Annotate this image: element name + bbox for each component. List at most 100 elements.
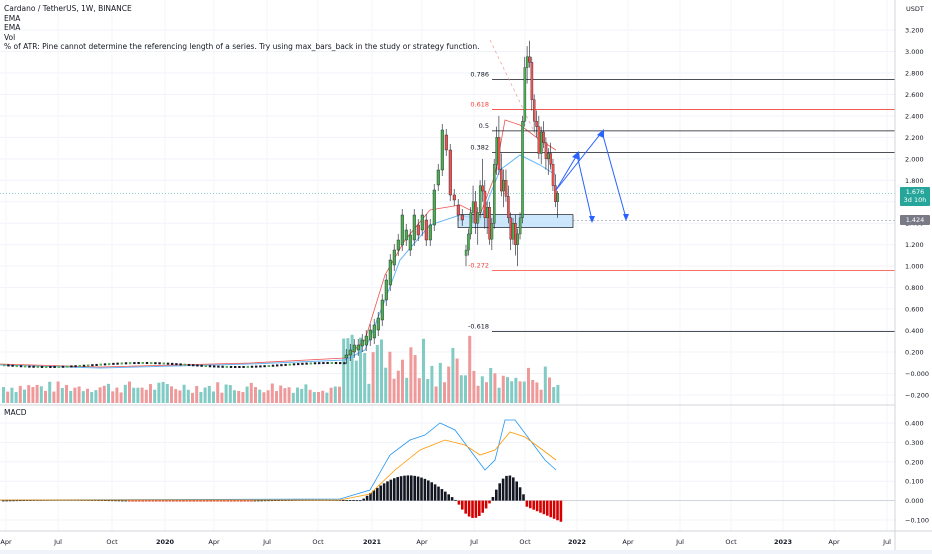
- candle-flat: [82, 364, 86, 367]
- macd-histogram-bar: [165, 500, 168, 502]
- volume-bar: [468, 335, 472, 403]
- candle-body: [502, 180, 505, 192]
- candle-body: [456, 204, 460, 216]
- time-tick-label: Jul: [675, 538, 684, 546]
- volume-indicator[interactable]: Vol: [4, 32, 16, 42]
- volume-bar: [6, 391, 10, 403]
- volume-bar: [514, 377, 518, 403]
- candle-body: [392, 249, 396, 266]
- macd-histogram-bar: [212, 500, 216, 502]
- volume-bar: [157, 382, 161, 403]
- volume-bar: [65, 384, 68, 403]
- ema-indicator-1[interactable]: EMA: [4, 13, 21, 23]
- macd-histogram-bar: [433, 484, 437, 501]
- ema-indicator-2[interactable]: EMA: [4, 23, 21, 32]
- volume-bar: [212, 391, 215, 403]
- macd-histogram-bar: [144, 500, 148, 502]
- volume-bar: [115, 387, 119, 403]
- price-tick-label: 1.000: [905, 263, 924, 271]
- macd-histogram-bar: [32, 500, 36, 501]
- macd-histogram-bar: [131, 500, 134, 502]
- volume-bar: [279, 385, 283, 403]
- macd-histogram-bar: [121, 500, 124, 502]
- volume-bar: [237, 390, 241, 403]
- candle-body: [400, 214, 404, 246]
- candle-body: [511, 223, 515, 240]
- macd-histogram-bar: [178, 500, 182, 502]
- macd-histogram-bar: [399, 476, 403, 501]
- macd-histogram-bar: [420, 477, 423, 501]
- candle-flat: [200, 364, 203, 367]
- price-tick-label: 2.600: [905, 91, 924, 99]
- macd-histogram-bar: [457, 500, 461, 505]
- volume-bar: [367, 383, 371, 403]
- volume-bar: [174, 389, 178, 403]
- candle-body: [436, 169, 440, 186]
- volume-bar: [186, 389, 190, 403]
- volume-bar: [472, 370, 476, 403]
- macd-histogram-bar: [467, 500, 471, 517]
- candle-flat: [339, 362, 342, 365]
- macd-histogram-bar: [447, 494, 450, 501]
- candle-flat: [78, 364, 81, 367]
- ema-line: [0, 154, 557, 369]
- candle-flat: [66, 365, 69, 368]
- candle-body: [540, 131, 543, 154]
- candle-flat: [229, 365, 233, 368]
- macd-line: [0, 419, 557, 501]
- price-tick-label: 1.200: [905, 241, 924, 249]
- candle-flat: [288, 363, 291, 366]
- volume-bar: [396, 370, 400, 403]
- candle-body: [478, 185, 482, 213]
- candle-body: [448, 149, 452, 196]
- macd-histogram-bar: [474, 500, 478, 518]
- macd-histogram-bar: [274, 500, 277, 501]
- volume-bar: [98, 387, 102, 403]
- macd-title[interactable]: MACD: [4, 408, 27, 417]
- time-tick-label: Apr: [0, 538, 12, 546]
- macd-histogram-bar: [114, 500, 117, 502]
- candle-flat: [11, 364, 14, 367]
- macd-tick-label: 0.100: [905, 478, 924, 486]
- macd-histogram-bar: [151, 500, 155, 502]
- candle-body: [485, 206, 489, 219]
- volume-bar: [52, 391, 56, 403]
- candle-body: [432, 189, 436, 226]
- volume-bar: [405, 377, 409, 403]
- candle-body: [521, 121, 524, 219]
- volume-bar: [409, 347, 413, 403]
- candle-body: [490, 223, 494, 240]
- symbol-title[interactable]: Cardano / TetherUS, 1W, BINANCE: [4, 4, 132, 13]
- macd-histogram-bar: [379, 485, 382, 501]
- candle-body: [464, 249, 468, 256]
- atr-indicator-error[interactable]: % of ATR: Pine cannot determine the refe…: [4, 42, 480, 51]
- volume-bar: [128, 381, 131, 403]
- volume-bar: [485, 382, 488, 403]
- volume-bar: [275, 391, 278, 403]
- volume-bar: [317, 392, 320, 403]
- macd-histogram-bar: [127, 500, 131, 502]
- macd-histogram-bar: [512, 477, 515, 501]
- price-tick-label: −0.200: [905, 392, 929, 400]
- macd-histogram-bar: [223, 500, 226, 502]
- volume-bar: [39, 386, 43, 403]
- time-tick-label: 2022: [568, 538, 586, 546]
- candle-body: [388, 259, 392, 286]
- volume-bar: [489, 367, 493, 403]
- volume-bar: [102, 385, 106, 403]
- macd-histogram-bar: [362, 498, 365, 501]
- candle-body: [368, 329, 372, 341]
- macd-histogram-bar: [498, 483, 501, 501]
- time-tick-label: Oct: [519, 538, 531, 546]
- time-tick-label: 2023: [774, 538, 792, 546]
- candle-flat: [271, 364, 275, 367]
- price-tick-label: 0.800: [905, 284, 924, 292]
- volume-bar: [90, 392, 94, 403]
- volume-bar: [543, 366, 547, 403]
- volume-bar: [44, 390, 47, 403]
- candle-body: [356, 344, 360, 351]
- chart-legend: Cardano / TetherUS, 1W, BINANCE EMA EMA …: [4, 4, 480, 52]
- candle-body: [495, 137, 498, 165]
